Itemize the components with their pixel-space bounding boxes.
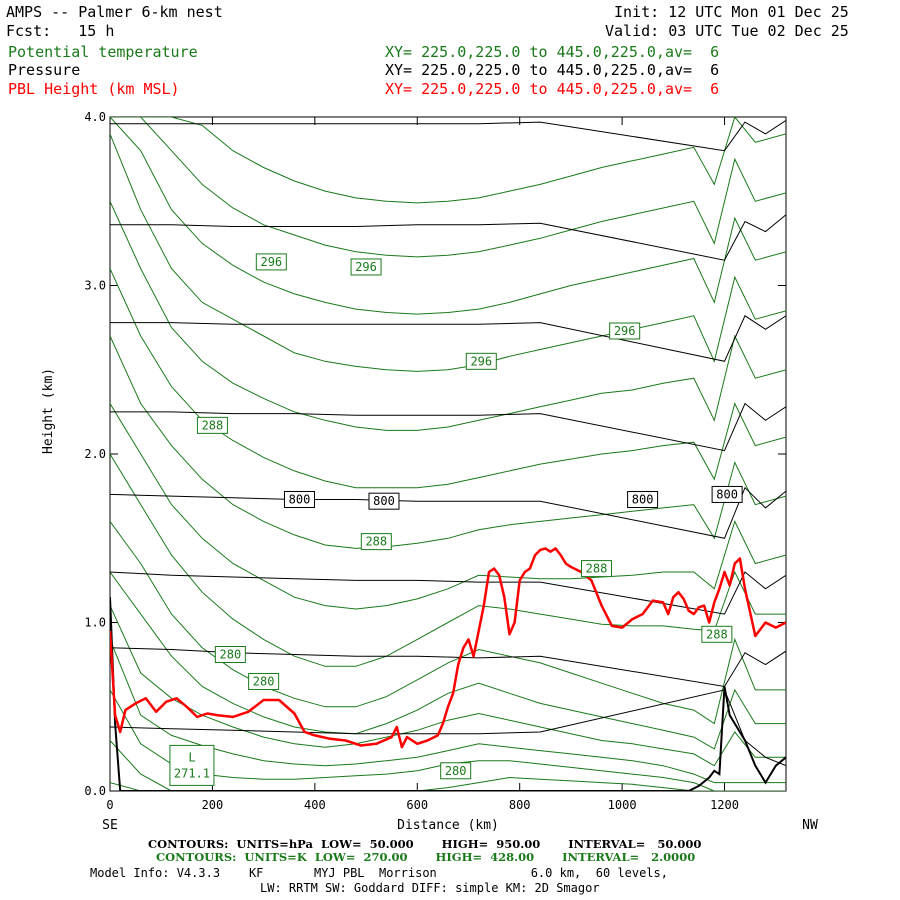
pressure-contour-line [110,214,786,261]
x-tick-label: 1200 [710,798,739,812]
x-axis-label: Distance (km) [397,818,499,833]
y-tick-label: 4.0 [84,110,106,124]
theta-contour-label: 288 [202,418,224,432]
terrain-line [110,597,786,791]
plot-series-group [110,117,786,791]
x-end-label-nw: NW [802,818,818,833]
theta-contour-label-box [701,625,733,643]
field-pbl-name: PBL Height (km MSL) [8,80,180,98]
pressure-contour-line [110,571,786,615]
theta-contour-label: 288 [365,535,387,549]
field-pressure-xy: XY= 225.0,225.0 to 445.0,225.0,av= 6 [385,61,720,79]
low-marker-value: 271.1 [174,766,210,780]
x-tick-label: 400 [304,798,326,812]
theta-contour-line [110,335,786,549]
y-tick-label: 1.0 [84,616,106,630]
theta-contour-label-box [255,253,287,271]
pressure-contour-label-box [711,485,743,503]
pressure-contour-line [110,486,786,539]
theta-contour-label-box [440,762,472,780]
model-info-physics: LW: RRTM SW: Goddard DIFF: simple KM: 2D… [260,881,600,895]
x-end-label-se: SE [102,818,118,833]
x-tick-label: 1000 [608,798,637,812]
pressure-contour-label-box [627,490,659,508]
theta-contour-line [110,453,786,667]
pressure-contour-line [110,402,786,452]
y-tick-label: 3.0 [84,279,106,293]
pressure-contour-label-box [368,492,400,510]
pressure-contour-label: 800 [289,492,311,506]
field-pbl-xy: XY= 225.0,225.0 to 445.0,225.0,av= 6 [385,80,720,98]
y-axis-label: Height (km) [41,367,56,454]
y-tick-label: 2.0 [84,447,106,461]
x-tick-label: 600 [406,798,428,812]
theta-contour-line [110,201,786,431]
theta-contour-line [110,117,786,258]
pbl-height-line [110,547,786,749]
pressure-contour-line [110,119,786,152]
theta-contour-label: 280 [445,764,467,778]
valid-time: Valid: 03 UTC Tue 02 Dec 25 [605,22,849,40]
theta-contour-label-box [581,560,613,578]
field-theta-name: Potential temperature [8,43,198,61]
pressure-contour-line [110,647,786,688]
init-time: Init: 12 UTC Mon 01 Dec 25 [614,3,849,21]
theta-contour-label-box [350,258,382,276]
theta-contour-label: 288 [586,562,608,576]
pressure-contour-label: 800 [716,487,738,501]
theta-contour-line [110,571,786,750]
theta-contour-line [110,639,786,784]
pressure-contour-label-box [283,490,315,508]
low-marker-box [169,744,215,786]
model-info: Model Info: V4.3.3 KF MYJ PBL Morrison 6… [90,866,668,880]
theta-contour-line [110,117,786,204]
field-pressure-name: Pressure [8,61,81,79]
x-tick-label: 0 [106,798,113,812]
pressure-contour-label: 800 [632,492,654,506]
plot-frame [109,116,787,792]
theta-contour-label-box [248,672,280,690]
pressure-contour-line [110,315,786,362]
theta-contour-label-box [360,533,392,551]
theta-contour-label: 288 [706,627,728,641]
contours-pressure-info: CONTOURS: UNITS=hPa LOW= 50.000 HIGH= 95… [148,837,702,851]
theta-contour-line [110,605,786,767]
theta-contour-label-box [465,352,497,370]
contours-theta-info: CONTOURS: UNITS=K LOW= 270.00 HIGH= 428.… [156,850,696,864]
field-theta-xy: XY= 225.0,225.0 to 445.0,225.0,av= 6 [385,43,720,61]
low-marker-letter: L [188,750,195,764]
theta-contour-line [110,268,786,489]
theta-contour-label: 296 [355,260,377,274]
theta-contour-label-box [196,416,228,434]
theta-contour-label: 296 [470,354,492,368]
pressure-contour-label: 800 [373,494,395,508]
theta-contour-line [110,403,786,610]
forecast-hour: Fcst: 15 h [6,22,115,40]
pressure-contour-line [110,689,786,767]
theta-contour-label-box [609,322,641,340]
x-tick-label: 800 [509,798,531,812]
theta-contour-line [110,117,786,315]
theta-contour-label: 280 [220,648,242,662]
theta-contour-label: 296 [614,324,636,338]
x-tick-label: 200 [202,798,224,812]
theta-contour-label: 280 [253,674,275,688]
theta-contour-line [110,521,786,725]
plot-title: AMPS -- Palmer 6-km nest [6,3,223,21]
theta-contour-label: 296 [260,255,282,269]
theta-contour-line [110,133,786,372]
theta-contour-line [110,740,786,791]
theta-contour-label-box [214,646,246,664]
y-tick-label: 0.0 [84,784,106,798]
